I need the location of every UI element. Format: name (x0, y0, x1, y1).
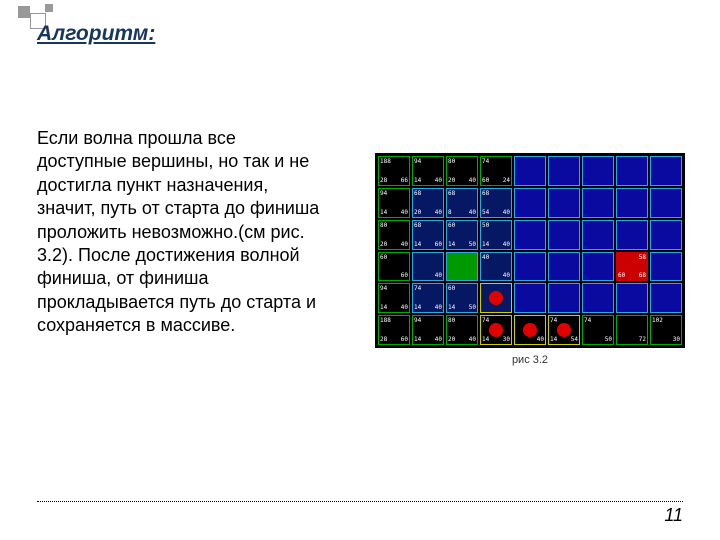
figure-caption: рис 3.2 (375, 354, 685, 366)
deco-square (45, 4, 53, 12)
page-number: 11 (664, 505, 683, 526)
grid-cell: 7450 (582, 315, 614, 345)
grid-cell: 40 (412, 252, 444, 282)
grid-cell: 72 (616, 315, 648, 345)
grid-cell (650, 188, 682, 218)
grid-cell (548, 283, 580, 313)
grid-cell: 501440 (480, 220, 512, 250)
footer-rule (37, 501, 683, 502)
grid-cell: 601450 (446, 283, 478, 313)
grid-cell (548, 188, 580, 218)
grid-cell (514, 283, 546, 313)
grid-cell (650, 283, 682, 313)
grid-cell (514, 156, 546, 186)
figure-wrap: 1882866941440802040746024941440682040688… (375, 153, 685, 366)
grid-cell (514, 188, 546, 218)
grid-cell: 685440 (480, 188, 512, 218)
grid-cell: 741440 (412, 283, 444, 313)
grid-cell (616, 188, 648, 218)
grid-cell (480, 283, 512, 313)
grid-cell (514, 220, 546, 250)
grid-cell: 10230 (650, 315, 682, 345)
grid-cell: 941440 (378, 188, 410, 218)
grid-cell (582, 252, 614, 282)
grid-cell (616, 283, 648, 313)
grid-cell: 746024 (480, 156, 512, 186)
grid-cell (616, 156, 648, 186)
grid-cell (548, 156, 580, 186)
wave-grid: 1882866941440802040746024941440682040688… (375, 153, 685, 348)
grid-cell (650, 252, 682, 282)
grid-cell: 1882860 (378, 315, 410, 345)
grid-cell: 941440 (412, 156, 444, 186)
grid-cell (582, 220, 614, 250)
grid-cell: 802040 (446, 156, 478, 186)
grid-cell: 681460 (412, 220, 444, 250)
grid-cell (650, 156, 682, 186)
grid-cell: 6060 (378, 252, 410, 282)
grid-cell (650, 220, 682, 250)
grid-cell: 802040 (446, 315, 478, 345)
deco-square (18, 6, 30, 18)
grid-cell: 682040 (412, 188, 444, 218)
grid-cell: 741454 (548, 315, 580, 345)
grid-cell: 1882866 (378, 156, 410, 186)
grid-cell (548, 220, 580, 250)
grid-cell (582, 156, 614, 186)
grid-cell: 68840 (446, 188, 478, 218)
grid-cell (582, 188, 614, 218)
grid-cell (582, 283, 614, 313)
grid-cell: 586068 (616, 252, 648, 282)
grid-cell: 941440 (378, 283, 410, 313)
grid-cell: 941440 (412, 315, 444, 345)
slide-title: Алгоритм: (37, 22, 155, 46)
grid-cell (548, 252, 580, 282)
grid-cell: 40 (514, 315, 546, 345)
grid-cell (514, 252, 546, 282)
body-text: Если волна прошла все доступные вершины,… (37, 127, 322, 338)
grid-cell: 4040 (480, 252, 512, 282)
grid-cell: 601450 (446, 220, 478, 250)
grid-cell: 741430 (480, 315, 512, 345)
grid-cell: 802040 (378, 220, 410, 250)
grid-cell (616, 220, 648, 250)
grid-cell (446, 252, 478, 282)
